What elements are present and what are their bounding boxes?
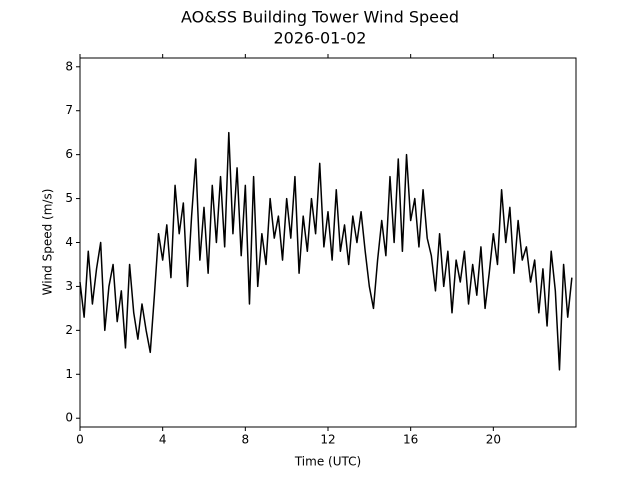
chart-title: AO&SS Building Tower Wind Speed [181,8,459,27]
chart-subtitle: 2026-01-02 [274,29,367,48]
y-tick-label: 8 [65,59,73,73]
y-tick-label: 3 [65,279,73,293]
x-tick-label: 12 [320,433,335,447]
x-tick-label: 20 [486,433,501,447]
data-line [79,131,573,371]
y-tick-label: 7 [65,103,73,117]
x-axis-label: Time (UTC) [294,455,361,469]
y-tick-label: 0 [65,411,73,425]
x-tick-label: 8 [242,433,250,447]
x-tick-label: 16 [403,433,418,447]
y-axis-label: Wind Speed (m/s) [41,189,55,296]
x-tick-label: 0 [76,433,84,447]
x-tick-label: 4 [159,433,167,447]
y-tick-label: 2 [65,323,73,337]
y-tick-label: 4 [65,235,73,249]
y-tick-label: 1 [65,367,73,381]
y-tick-label: 5 [65,191,73,205]
plot-frame [79,57,577,428]
y-tick-label: 6 [65,147,73,161]
